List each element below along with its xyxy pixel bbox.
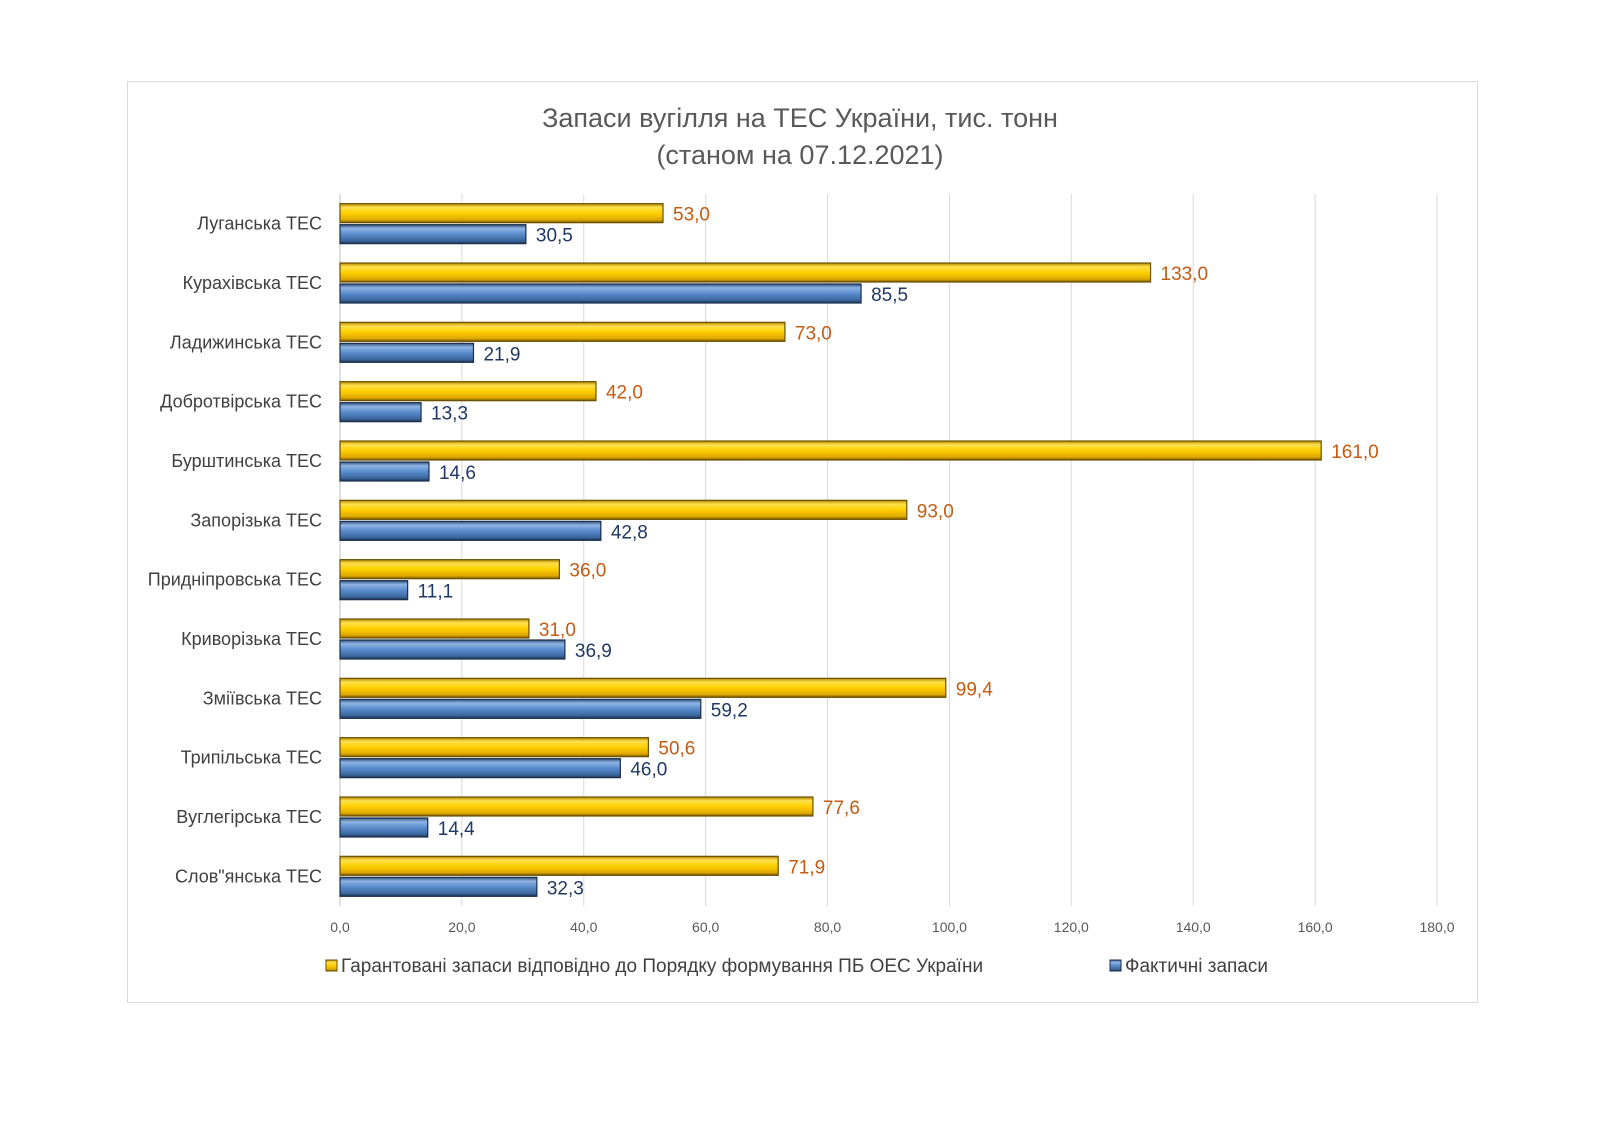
category-label: Вуглегірська ТЕС [176,807,322,827]
category-label: Добротвірська ТЕС [160,392,322,412]
data-label: 36,0 [569,561,606,582]
bar-guaranteed [339,677,947,698]
bar-guaranteed [339,796,814,817]
bar-actual [339,876,538,897]
x-tick-label: 20,0 [448,919,475,935]
bar-actual [339,461,430,482]
category-label: Придніпровська ТЕС [148,570,322,590]
data-label: 59,2 [711,700,748,721]
x-tick-label: 80,0 [814,919,841,935]
bar-actual [339,342,475,363]
data-label: 71,9 [788,857,825,878]
bar-guaranteed [339,737,649,758]
data-label: 11,1 [418,582,454,603]
chart-frame [127,81,1478,1003]
bar-actual [339,698,702,719]
bar-guaranteed [339,381,597,402]
data-label: 36,9 [575,641,612,662]
data-label: 46,0 [630,760,667,781]
data-label: 50,6 [658,739,695,760]
bar-guaranteed [339,262,1152,283]
legend-swatch-actual [1109,959,1122,972]
bar-guaranteed [339,440,1322,461]
bar-guaranteed [339,618,530,639]
bar-guaranteed [339,203,664,224]
data-label: 21,9 [483,344,520,365]
bar-actual [339,283,862,304]
bar-actual [339,402,422,423]
data-label: 13,3 [431,404,468,425]
legend-label: Гарантовані запаси відповідно до Порядку… [341,956,983,977]
category-label: Зміївська ТЕС [203,688,322,708]
data-label: 93,0 [917,501,954,522]
x-tick-label: 100,0 [932,919,967,935]
data-label: 133,0 [1161,264,1209,285]
bar-guaranteed [339,559,560,580]
bar-actual [339,758,621,779]
bar-actual [339,520,602,541]
legend-label: Фактичні запаси [1125,956,1268,977]
x-tick-label: 140,0 [1176,919,1211,935]
x-tick-label: 120,0 [1054,919,1089,935]
data-label: 31,0 [539,620,576,641]
x-tick-label: 0,0 [330,919,350,935]
data-label: 99,4 [956,679,993,700]
category-label: Криворізька ТЕС [181,629,322,649]
data-label: 73,0 [795,323,832,344]
data-label: 85,5 [871,285,908,306]
bar-guaranteed [339,321,786,342]
data-label: 14,4 [438,819,475,840]
data-label: 77,6 [823,798,860,819]
category-label: Слов"янська ТЕС [175,866,322,886]
category-label: Ладижинська ТЕС [170,332,322,352]
data-label: 30,5 [536,226,573,247]
category-label: Луганська ТЕС [197,214,322,234]
x-tick-label: 60,0 [692,919,719,935]
x-tick-label: 180,0 [1419,919,1454,935]
x-tick-label: 40,0 [570,919,597,935]
data-label: 42,8 [611,522,648,543]
chart-title: Запаси вугілля на ТЕС України, тис. тонн [542,103,1058,133]
bar-actual [339,639,566,660]
bar-actual [339,224,527,245]
category-label: Запорізька ТЕС [190,510,322,530]
bar-actual [339,817,429,838]
bar-guaranteed [339,855,779,876]
bar-actual [339,580,409,601]
data-label: 161,0 [1331,442,1379,463]
category-label: Трипільська ТЕС [181,748,322,768]
data-label: 32,3 [547,878,584,899]
data-label: 42,0 [606,383,643,404]
category-label: Бурштинська ТЕС [171,451,322,471]
data-label: 14,6 [439,463,476,484]
x-tick-label: 160,0 [1298,919,1333,935]
category-label: Курахівська ТЕС [183,273,322,293]
bar-guaranteed [339,499,908,520]
data-label: 53,0 [673,205,710,226]
legend-swatch-guaranteed [325,959,338,972]
chart-subtitle: (станом на 07.12.2021) [656,140,943,170]
